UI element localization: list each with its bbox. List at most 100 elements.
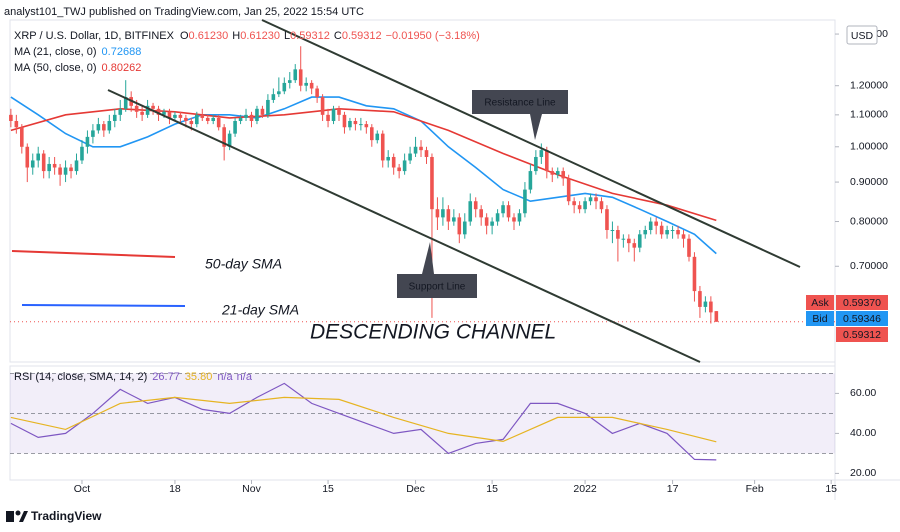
candle-body [85, 136, 90, 147]
rsi-title: RSI (14, close, SMA, 14, 2) [14, 371, 147, 383]
candle-body [648, 221, 653, 231]
x-tick-label: Oct [74, 483, 90, 495]
candle-body [222, 127, 226, 147]
y-tick-label: 1.20000 [850, 79, 888, 91]
series-line [10, 382, 717, 461]
currency: USD [851, 30, 874, 42]
candle-body [151, 105, 155, 109]
channel-upper [261, 19, 801, 268]
series-line [10, 396, 717, 443]
candle-body [490, 221, 494, 226]
candle-body [627, 238, 631, 244]
symbol: XRP / U.S. Dollar, 1D, BITFINEX [14, 30, 175, 42]
candle-body [473, 201, 478, 210]
candle-body [342, 114, 347, 128]
x-tick-label: 15 [486, 483, 498, 495]
candle-body [402, 160, 407, 172]
candle-body [397, 167, 401, 172]
candle-body [25, 146, 30, 168]
candle-body [359, 124, 363, 126]
candle-body [145, 105, 150, 115]
candle-body [561, 171, 566, 179]
candle-body [506, 205, 511, 218]
candle-body [205, 117, 210, 121]
logo-part [19, 511, 28, 522]
channel-lower [107, 89, 701, 363]
ask-value: 0.59370 [843, 297, 881, 309]
logo-part [15, 510, 21, 516]
rsi-value: 26.77 [152, 371, 180, 383]
candle-body [287, 80, 292, 83]
candle-body [91, 130, 95, 137]
candle-body [200, 114, 205, 118]
publisher: analyst101_TWJ published on TradingView.… [4, 6, 364, 18]
tradingview-logo [6, 510, 28, 522]
candle-body [703, 301, 708, 307]
bid-value: 0.59346 [843, 313, 881, 325]
ma50-name: MA (50, close, 0) [14, 62, 97, 74]
candle-body [156, 108, 161, 115]
candle-body [555, 171, 560, 175]
candle-body [528, 171, 533, 190]
candle-body [107, 120, 112, 131]
candle-body [189, 120, 194, 125]
ma50-value: 0.80262 [102, 62, 142, 74]
support-label: Support Line [409, 282, 466, 293]
candle-body [227, 133, 232, 147]
candle-body [616, 230, 620, 239]
candle-body [238, 117, 243, 121]
series-line [10, 96, 717, 255]
candle-body [386, 156, 391, 161]
sma50-marker-line [11, 250, 176, 258]
candle-body [102, 124, 106, 131]
ohlc-value: 0.59312 [290, 30, 330, 42]
candle-body [446, 209, 451, 222]
series-line [10, 107, 717, 222]
candle-body [118, 108, 123, 115]
last-price: 0.59312 [843, 329, 881, 341]
candle-body [539, 150, 544, 157]
candle-body [195, 114, 199, 125]
ohlc-key: H [232, 30, 240, 42]
x-tick-label: 18 [169, 483, 181, 495]
candle-body [632, 243, 637, 248]
candle-body [681, 234, 686, 239]
candle-body [698, 291, 702, 307]
y-tick-label: 1.00000 [850, 141, 888, 153]
candle-body [266, 99, 270, 115]
candle-body [676, 230, 680, 235]
candle-body [659, 225, 664, 235]
candle-body [572, 201, 576, 206]
candle-body [271, 94, 276, 100]
rsi-extra: n/a [237, 371, 253, 383]
x-tick-label: 2022 [573, 483, 597, 495]
candle-body [605, 209, 609, 231]
sma21-label: 21-day SMA [221, 302, 299, 318]
candle-body [36, 153, 41, 161]
candle-body [58, 167, 62, 175]
candle-body [277, 91, 281, 95]
ma50-legend: MA (50, close, 0) 0.80262 [14, 62, 141, 74]
rsi-extra: n/a [217, 371, 233, 383]
candle-body [134, 105, 139, 112]
ask-box [836, 295, 888, 310]
candle-body [665, 230, 669, 235]
y-tick-label: 0.80000 [850, 215, 888, 227]
candle-body [178, 114, 183, 118]
candle-body [96, 124, 101, 131]
candle-body [337, 108, 341, 115]
y-tick-label: 1.10000 [850, 109, 888, 121]
ohlc-value: 0.59312 [342, 30, 382, 42]
candle-body [216, 117, 221, 128]
candle-body [30, 160, 35, 168]
candle-body [419, 146, 423, 151]
resistance-label: Resistance Line [484, 98, 556, 109]
ohlc-key: L [284, 30, 290, 42]
candle-body [687, 238, 691, 257]
rsi-legend: RSI (14, close, SMA, 14, 2) 26.77 35.80 n/a… [14, 371, 253, 383]
candle-body [484, 217, 489, 226]
x-tick-label: Dec [406, 483, 425, 495]
candle-body [364, 124, 369, 128]
bid-tag [806, 311, 834, 326]
